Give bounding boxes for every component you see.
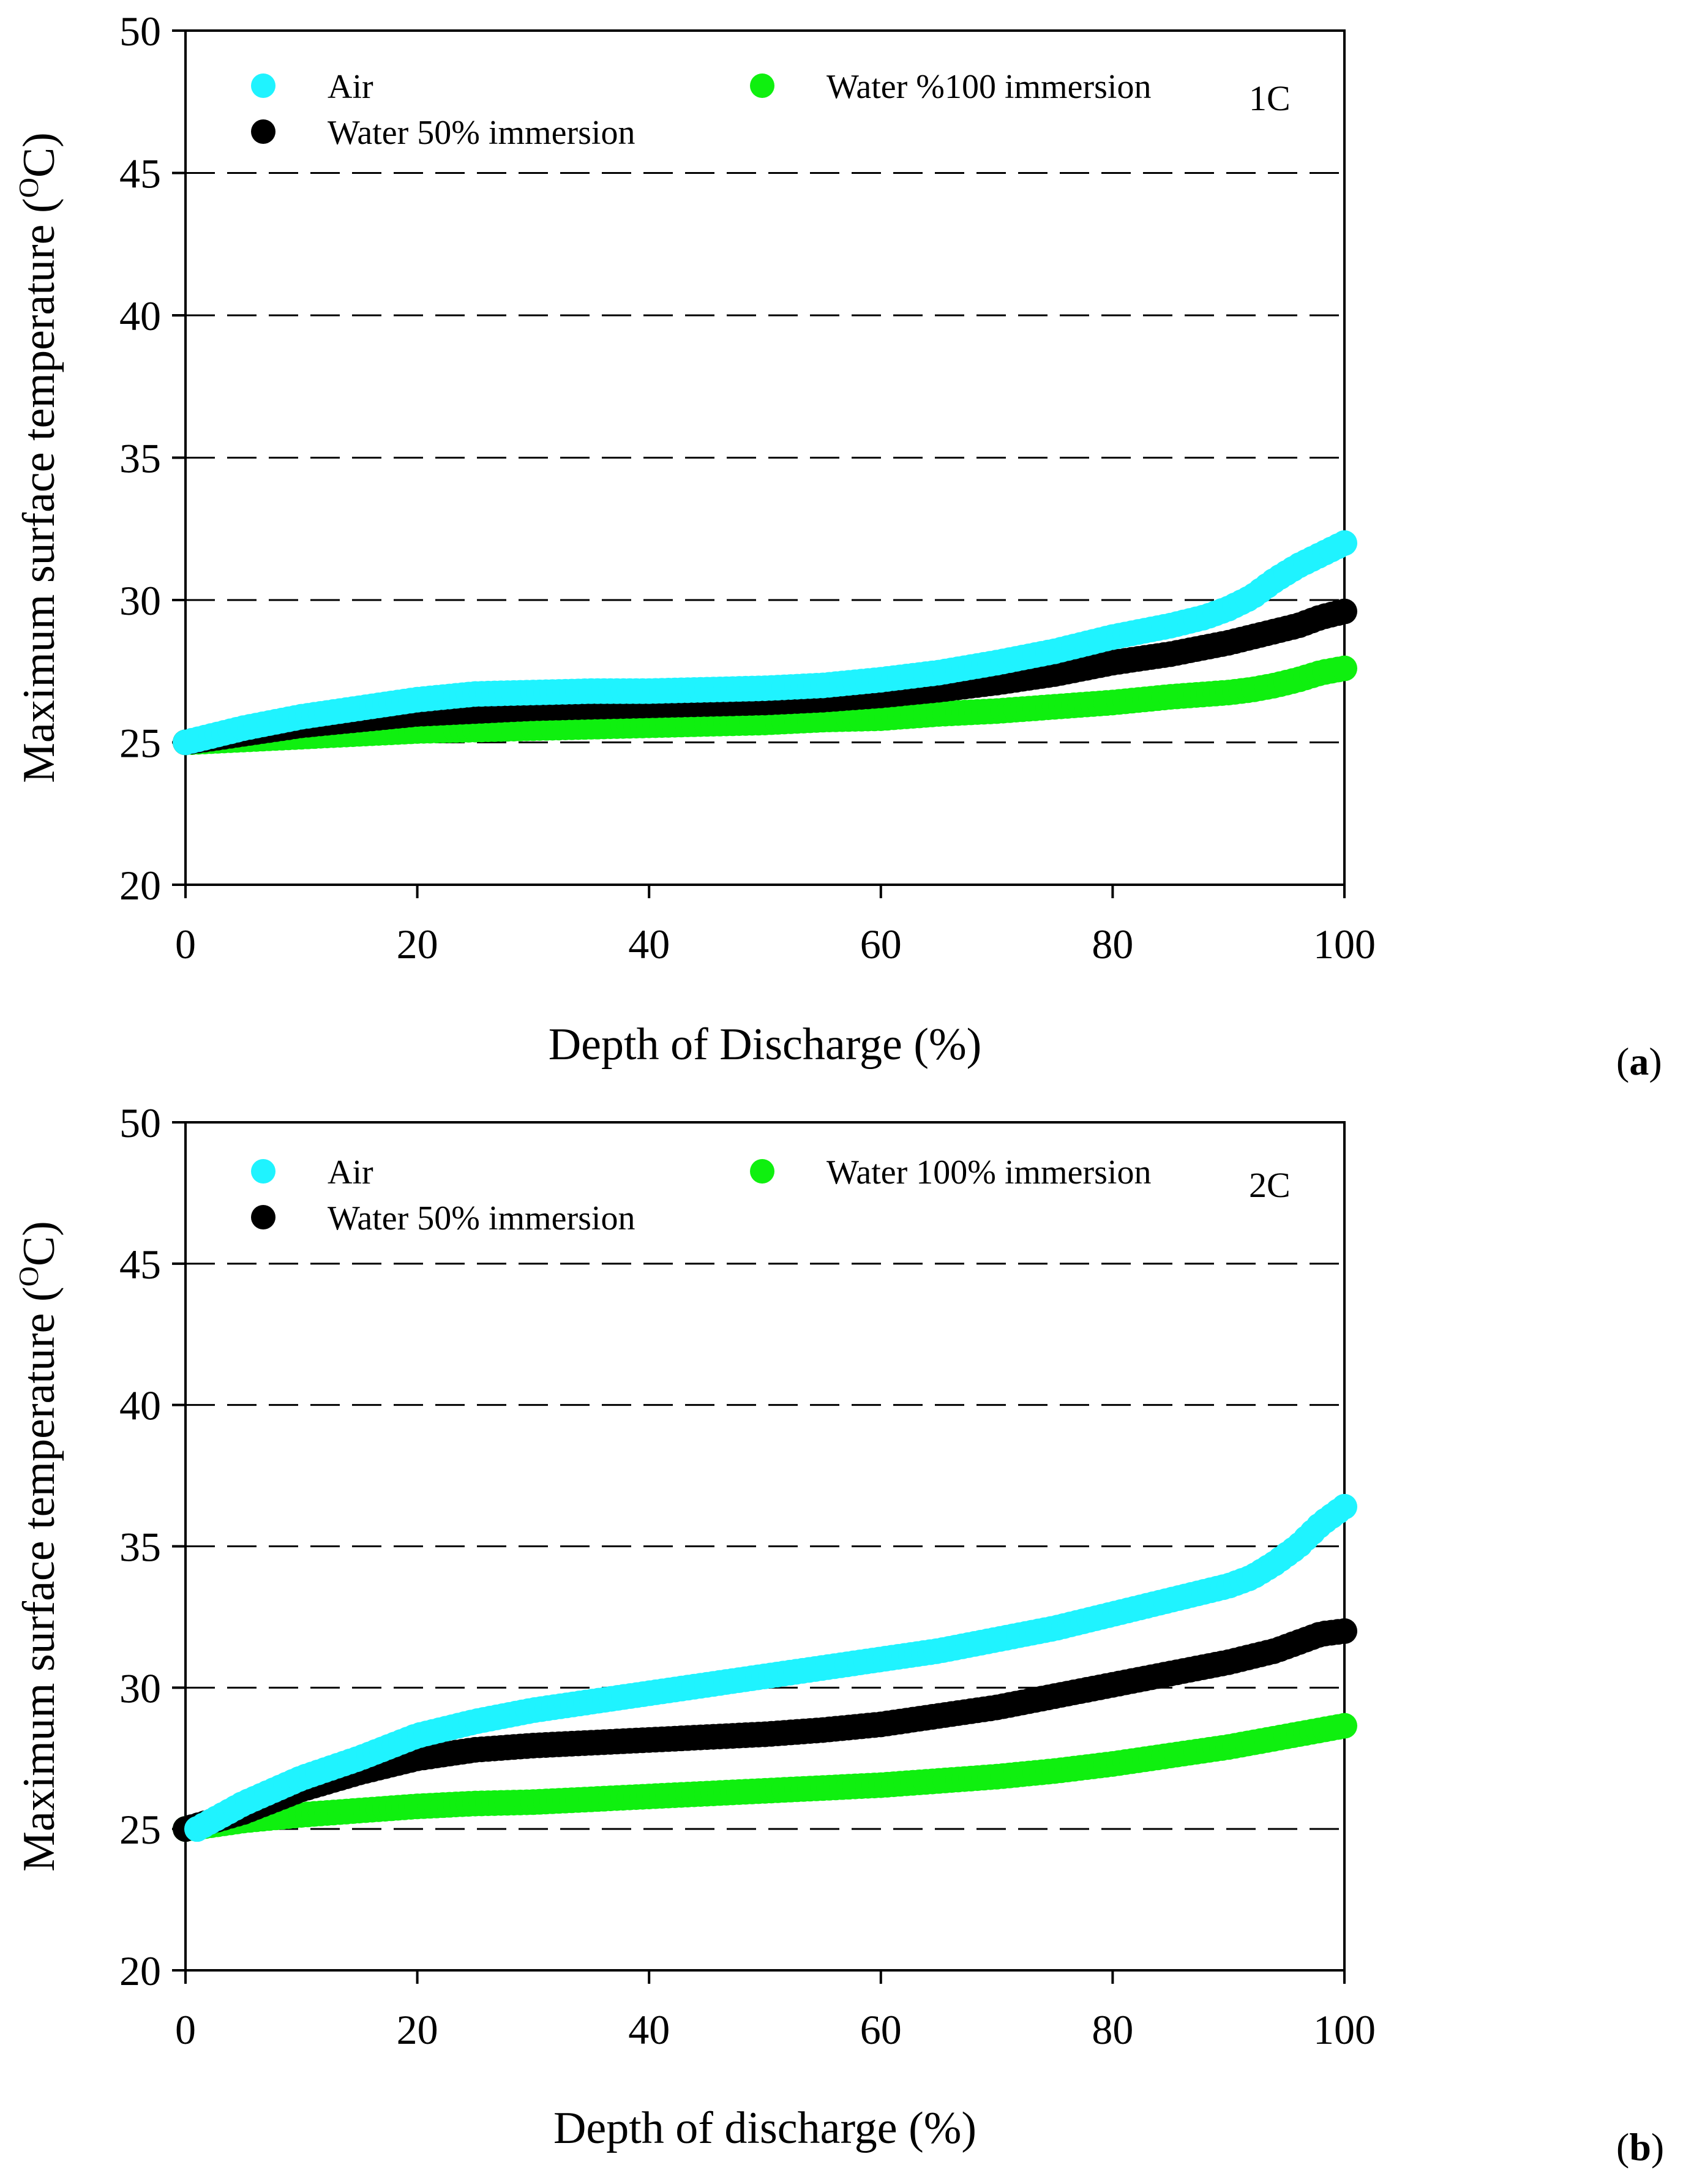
y-tick-label: 50: [119, 1100, 161, 1146]
panel-label-letter: b: [1629, 2125, 1651, 2169]
legend: Air Water 50% immersion Water %100 immer…: [251, 68, 1151, 152]
data-point: [1332, 655, 1357, 681]
y-axis-title-superscript: O: [13, 1266, 44, 1286]
y-tick-label: 35: [119, 1524, 161, 1570]
legend-label-air: Air: [328, 68, 373, 106]
y-axis-ticks: 20 25 30 35 40 45 50: [119, 8, 186, 909]
rate-label: 1C: [1249, 78, 1291, 118]
y-axis-title-superscript: O: [13, 178, 44, 198]
x-tick-label: 0: [175, 2006, 196, 2053]
legend-label-air: Air: [328, 1154, 373, 1191]
panel-label-close-paren: ): [1651, 2125, 1664, 2169]
x-tick-label: 40: [628, 2006, 670, 2053]
y-tick-label: 30: [119, 577, 161, 624]
series-air: [173, 530, 1357, 756]
y-axis-title: Maximum surface temperature (OC): [13, 1221, 64, 1872]
y-axis-title: Maximum surface temperature (OC): [13, 132, 64, 783]
x-axis-title: Depth of discharge (%): [553, 2103, 976, 2153]
data-point: [1332, 1618, 1357, 1644]
y-axis-title-main: Maximum surface temperature (: [14, 198, 64, 782]
legend: Air Water 50% immersion Water 100% immer…: [251, 1154, 1151, 1237]
y-tick-label: 25: [119, 720, 161, 767]
y-tick-label: 20: [119, 862, 161, 909]
y-tick-label: 40: [119, 1383, 161, 1429]
x-axis-ticks: 0 20 40 60 80 100: [175, 885, 1376, 967]
legend-marker-water-100: [750, 1159, 774, 1184]
legend-marker-air: [251, 1159, 275, 1184]
x-tick-label: 100: [1313, 2006, 1376, 2053]
y-tick-label: 45: [119, 151, 161, 197]
panel-label-a: (a): [1616, 1040, 1662, 1083]
legend-marker-water-50: [251, 1205, 275, 1229]
panel-label-open-paren: (: [1616, 1040, 1629, 1083]
y-tick-label: 50: [119, 8, 161, 54]
panel-label-close-paren: ): [1649, 1040, 1662, 1083]
data-point: [1332, 1713, 1357, 1739]
panel-label-letter: a: [1629, 1040, 1649, 1083]
x-tick-label: 0: [175, 921, 196, 967]
y-axis-title-end: C): [14, 132, 64, 178]
x-axis-title: Depth of Discharge (%): [549, 1019, 982, 1070]
legend-label-water-100: Water %100 immersion: [826, 68, 1151, 106]
y-tick-label: 25: [119, 1806, 161, 1853]
y-tick-label: 45: [119, 1241, 161, 1288]
y-tick-label: 35: [119, 435, 161, 482]
rate-label: 2C: [1249, 1165, 1291, 1205]
y-tick-label: 20: [119, 1948, 161, 1994]
data-point: [1332, 530, 1357, 556]
y-axis-title-end: C): [14, 1221, 64, 1266]
data-series: [173, 1493, 1357, 1842]
y-tick-label: 30: [119, 1665, 161, 1711]
y-tick-label: 40: [119, 293, 161, 339]
x-tick-label: 60: [860, 921, 902, 967]
x-axis-ticks: 0 20 40 60 80 100: [175, 1970, 1376, 2053]
panel-label-b: (b): [1616, 2125, 1664, 2169]
data-series: [173, 530, 1357, 756]
data-point: [1332, 598, 1357, 625]
x-tick-label: 80: [1092, 2006, 1133, 2053]
chart-panel-b: 20 25 30 35 40 45 50 0 20 40 60 80 100 Air Water 50…: [13, 1100, 1664, 2169]
legend-label-water-50: Water 50% immersion: [328, 114, 635, 152]
panel-label-open-paren: (: [1616, 2125, 1629, 2169]
chart-panel-a: 20 25 30 35 40 45 50 0 20 40 60 80 100 Air Water 50…: [13, 8, 1662, 1083]
legend-label-water-50: Water 50% immersion: [328, 1199, 635, 1237]
x-tick-label: 40: [628, 921, 670, 967]
x-tick-label: 20: [397, 2006, 438, 2053]
x-tick-label: 20: [397, 921, 438, 967]
series-water100: [173, 1713, 1357, 1842]
legend-marker-water-50: [251, 119, 275, 144]
legend-label-water-100: Water 100% immersion: [826, 1154, 1151, 1191]
y-axis-title-main: Maximum surface temperature (: [14, 1286, 64, 1871]
data-point: [1332, 1493, 1357, 1520]
legend-marker-water-100: [750, 73, 774, 98]
series-air: [184, 1493, 1357, 1842]
x-tick-label: 60: [860, 2006, 902, 2053]
x-tick-label: 100: [1313, 921, 1376, 967]
x-tick-label: 80: [1092, 921, 1133, 967]
legend-marker-air: [251, 73, 275, 98]
y-axis-ticks: 20 25 30 35 40 45 50: [119, 1100, 186, 1994]
